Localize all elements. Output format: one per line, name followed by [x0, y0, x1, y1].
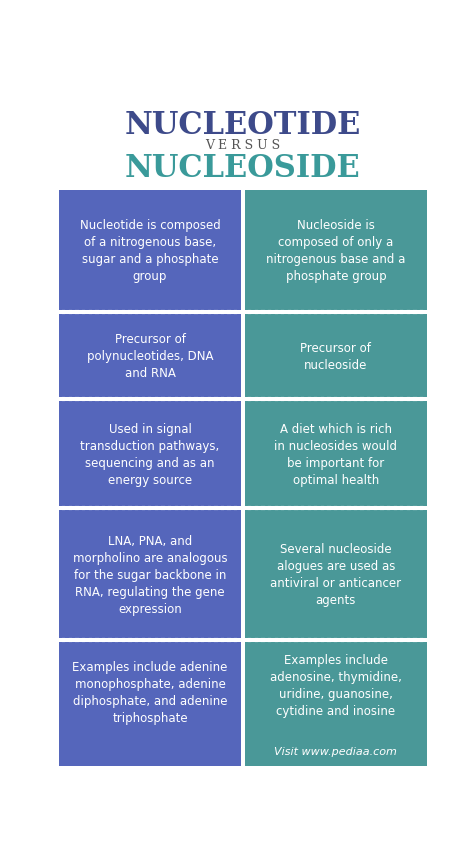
- Bar: [59, 401, 241, 506]
- Text: NUCLEOTIDE: NUCLEOTIDE: [125, 109, 361, 140]
- Bar: [245, 307, 427, 311]
- Bar: [59, 307, 241, 311]
- Text: Nucleoside is
composed of only a
nitrogenous base and a
phosphate group: Nucleoside is composed of only a nitroge…: [266, 219, 406, 283]
- Bar: [59, 315, 241, 398]
- Bar: [245, 315, 427, 398]
- Bar: [59, 511, 241, 638]
- Bar: [245, 642, 427, 766]
- Bar: [245, 511, 427, 638]
- Bar: [245, 191, 427, 311]
- Text: NUCLEOSIDE: NUCLEOSIDE: [125, 152, 361, 183]
- Text: Precursor of
polynucleotides, DNA
and RNA: Precursor of polynucleotides, DNA and RN…: [87, 332, 213, 380]
- Text: Used in signal
transduction pathways,
sequencing and as an
energy source: Used in signal transduction pathways, se…: [81, 422, 219, 486]
- Text: LNA, PNA, and
morpholino are analogous
for the sugar backbone in
RNA, regulating: LNA, PNA, and morpholino are analogous f…: [73, 534, 228, 615]
- Text: Several nucleoside
alogues are used as
antiviral or anticancer
agents: Several nucleoside alogues are used as a…: [270, 542, 401, 606]
- Bar: [245, 401, 427, 506]
- Text: V E R S U S: V E R S U S: [205, 139, 281, 152]
- Text: Precursor of
nucleoside: Precursor of nucleoside: [301, 341, 371, 371]
- Bar: [245, 503, 427, 506]
- Bar: [59, 635, 241, 638]
- Bar: [245, 635, 427, 638]
- Bar: [245, 393, 427, 398]
- Text: Nucleotide is composed
of a nitrogenous base,
sugar and a phosphate
group: Nucleotide is composed of a nitrogenous …: [80, 219, 220, 283]
- Bar: [59, 642, 241, 766]
- Bar: [59, 393, 241, 398]
- Text: A diet which is rich
in nucleosides would
be important for
optimal health: A diet which is rich in nucleosides woul…: [274, 422, 397, 486]
- Bar: [59, 503, 241, 506]
- Text: Visit www.pediaa.com: Visit www.pediaa.com: [274, 746, 397, 757]
- Text: Examples include
adenosine, thymidine,
uridine, guanosine,
cytidine and inosine: Examples include adenosine, thymidine, u…: [270, 653, 402, 717]
- Text: Examples include adenine
monophosphate, adenine
diphosphate, and adenine
triphos: Examples include adenine monophosphate, …: [73, 660, 228, 724]
- Bar: [59, 191, 241, 311]
- Bar: [241, 191, 245, 766]
